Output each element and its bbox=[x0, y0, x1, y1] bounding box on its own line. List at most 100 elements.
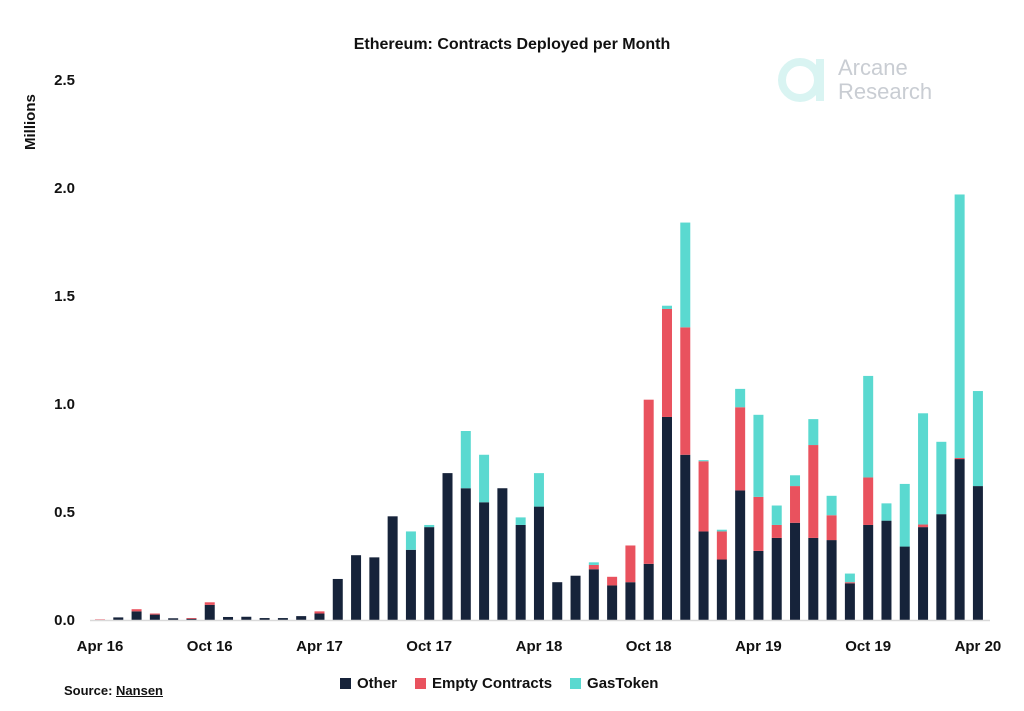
bar-gastoken-may-19 bbox=[771, 505, 782, 525]
bar-other-dec-19 bbox=[899, 546, 910, 620]
bar-other-sep-19 bbox=[844, 583, 855, 620]
bar-empty-contracts-nov-18 bbox=[661, 308, 672, 417]
bar-other-may-16 bbox=[113, 617, 124, 620]
bar-other-mar-19 bbox=[735, 490, 746, 620]
bar-empty-contracts-sep-18 bbox=[625, 545, 636, 583]
bar-empty-contracts-dec-18 bbox=[680, 327, 691, 455]
bar-empty-contracts-jul-18 bbox=[588, 564, 599, 570]
bar-empty-contracts-oct-19 bbox=[863, 477, 874, 525]
bar-other-jul-18 bbox=[588, 569, 599, 620]
bar-empty-contracts-may-19 bbox=[771, 524, 782, 538]
bar-gastoken-mar-18 bbox=[515, 517, 526, 525]
bar-other-jan-20 bbox=[918, 527, 929, 620]
x-tick-label: Apr 17 bbox=[296, 638, 343, 655]
y-tick-label: 0.5 bbox=[54, 504, 75, 521]
bar-other-jul-16 bbox=[149, 614, 160, 620]
legend-label-gastoken: GasToken bbox=[587, 675, 659, 692]
bar-empty-contracts-jul-16 bbox=[149, 613, 160, 615]
legend-label-empty-contracts: Empty Contracts bbox=[432, 675, 553, 692]
bar-gastoken-dec-18 bbox=[680, 222, 691, 328]
bar-gastoken-jul-18 bbox=[588, 562, 599, 565]
bar-empty-contracts-jun-16 bbox=[131, 609, 142, 612]
bar-gastoken-mar-20 bbox=[954, 194, 965, 459]
y-tick-label: 2.5 bbox=[54, 72, 75, 89]
bar-gastoken-feb-20 bbox=[936, 441, 947, 515]
bar-other-nov-19 bbox=[881, 520, 892, 620]
bar-empty-contracts-oct-16 bbox=[204, 602, 215, 605]
source-label: Source: bbox=[64, 683, 113, 698]
bar-other-jun-18 bbox=[570, 575, 581, 620]
bar-other-jun-19 bbox=[790, 522, 801, 620]
bar-other-mar-17 bbox=[296, 616, 307, 620]
legend-swatch-empty-contracts bbox=[415, 678, 427, 689]
bar-other-aug-17 bbox=[387, 516, 398, 620]
bar-other-mar-20 bbox=[954, 459, 965, 620]
bar-empty-contracts-jan-20 bbox=[918, 524, 929, 528]
bar-empty-contracts-mar-20 bbox=[954, 458, 965, 460]
bar-other-sep-16 bbox=[186, 618, 197, 620]
bar-other-nov-17 bbox=[442, 473, 453, 620]
bar-other-feb-18 bbox=[497, 488, 508, 620]
bar-other-jun-16 bbox=[131, 611, 142, 620]
legend: Other Empty Contracts GasToken bbox=[340, 675, 658, 692]
bar-gastoken-apr-18 bbox=[533, 473, 544, 507]
bar-other-jul-17 bbox=[369, 557, 380, 620]
bar-gastoken-dec-17 bbox=[460, 431, 471, 489]
bar-other-jul-19 bbox=[808, 537, 819, 620]
bar-other-feb-20 bbox=[936, 514, 947, 620]
source-link[interactable]: Nansen bbox=[116, 683, 163, 698]
bar-other-aug-18 bbox=[607, 585, 618, 620]
bar-empty-contracts-mar-19 bbox=[735, 407, 746, 491]
x-tick-label: Oct 18 bbox=[626, 638, 672, 655]
bar-other-dec-18 bbox=[680, 454, 691, 620]
bar-other-feb-19 bbox=[716, 559, 727, 620]
bar-other-jan-17 bbox=[259, 618, 270, 620]
bar-empty-contracts-apr-17 bbox=[314, 611, 325, 614]
bar-other-dec-16 bbox=[241, 616, 252, 620]
bar-empty-contracts-jan-19 bbox=[698, 461, 709, 532]
arcane-research-logo: Arcane Research bbox=[778, 55, 932, 105]
bar-gastoken-nov-19 bbox=[881, 503, 892, 521]
bar-gastoken-jan-19 bbox=[698, 460, 709, 462]
bar-empty-contracts-aug-18 bbox=[607, 576, 618, 586]
x-tick-label: Apr 16 bbox=[77, 638, 124, 655]
bar-empty-contracts-sep-19 bbox=[844, 582, 855, 584]
bar-gastoken-sep-17 bbox=[405, 531, 416, 550]
source-note: Source: Nansen bbox=[64, 683, 163, 698]
bar-gastoken-oct-19 bbox=[863, 375, 874, 478]
legend-swatch-other bbox=[340, 678, 351, 689]
chart-title: Ethereum: Contracts Deployed per Month bbox=[353, 36, 671, 53]
bar-gastoken-sep-19 bbox=[844, 573, 855, 583]
bar-gastoken-dec-19 bbox=[899, 483, 910, 547]
bar-other-sep-18 bbox=[625, 582, 636, 620]
bar-gastoken-feb-19 bbox=[716, 529, 727, 532]
legend-label-other: Other bbox=[357, 675, 398, 692]
bar-gastoken-apr-19 bbox=[753, 414, 764, 497]
bar-other-sep-17 bbox=[405, 549, 416, 620]
x-tick-label: Apr 18 bbox=[516, 638, 563, 655]
bar-empty-contracts-apr-19 bbox=[753, 496, 764, 551]
bar-other-aug-16 bbox=[168, 618, 179, 620]
bar-other-oct-16 bbox=[204, 604, 215, 620]
bar-other-mar-18 bbox=[515, 524, 526, 620]
bar-other-oct-19 bbox=[863, 524, 874, 620]
bar-other-apr-18 bbox=[533, 506, 544, 620]
bar-other-feb-17 bbox=[277, 618, 288, 620]
x-tick-label: Oct 16 bbox=[187, 638, 233, 655]
bar-other-nov-16 bbox=[223, 616, 234, 620]
bar-gastoken-apr-20 bbox=[972, 391, 983, 487]
bar-other-oct-18 bbox=[643, 563, 654, 620]
bar-other-jun-17 bbox=[351, 555, 362, 620]
legend-item-empty-contracts: Empty Contracts bbox=[415, 675, 552, 692]
bar-other-oct-17 bbox=[424, 527, 435, 620]
bar-gastoken-aug-19 bbox=[826, 495, 837, 516]
y-tick-label: 2.0 bbox=[54, 180, 75, 197]
arcane-logo-icon bbox=[778, 58, 824, 102]
bar-gastoken-jan-18 bbox=[479, 454, 490, 503]
bar-gastoken-jun-19 bbox=[790, 475, 801, 487]
bar-empty-contracts-oct-18 bbox=[643, 399, 654, 564]
bar-empty-contracts-jun-19 bbox=[790, 486, 801, 523]
bar-other-may-19 bbox=[771, 537, 782, 620]
bar-other-may-17 bbox=[332, 578, 343, 620]
